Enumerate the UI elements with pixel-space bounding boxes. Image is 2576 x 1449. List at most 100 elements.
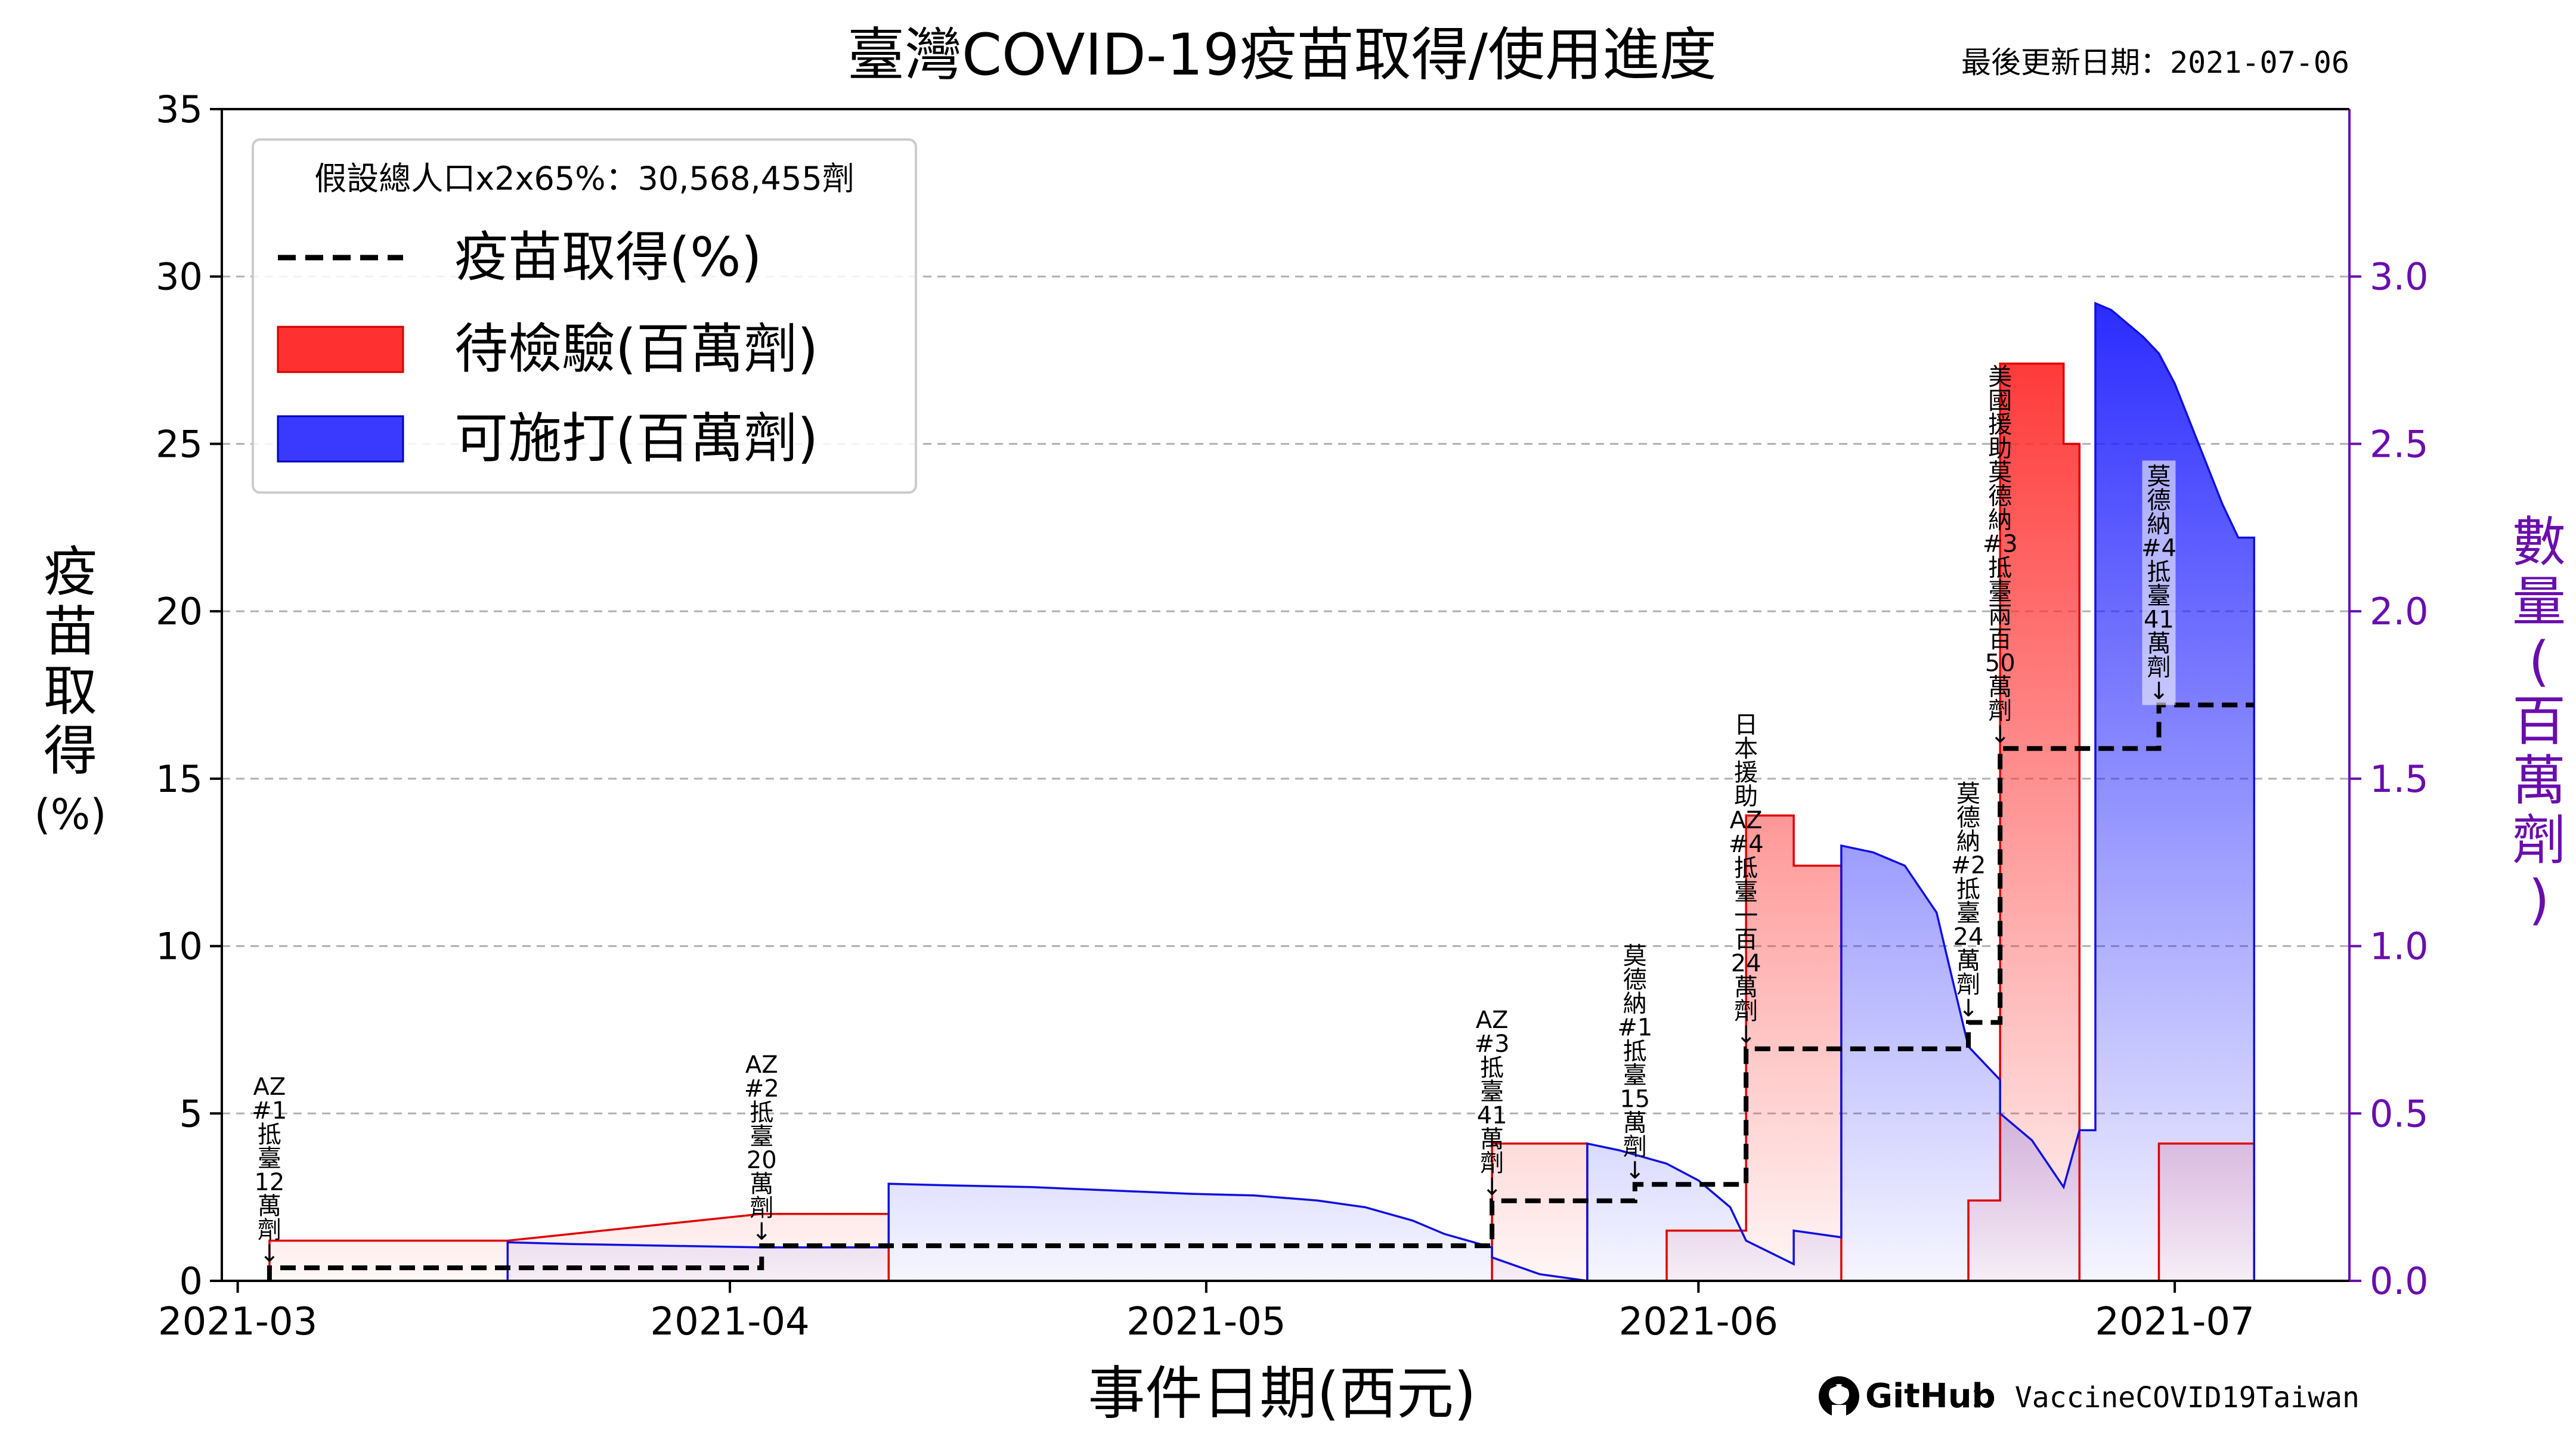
- annotation-char: 德: [1956, 804, 1980, 832]
- y-tick-label: 10: [156, 925, 203, 968]
- annotation-char: 萬: [1734, 974, 1758, 1001]
- annotation-arrow: ↓: [1482, 1174, 1502, 1201]
- annotation-char: 納: [1956, 828, 1980, 856]
- github-repo: ： VaccineCOVID19Taiwan: [1969, 1381, 2360, 1414]
- y2-label-char: 數: [2512, 511, 2566, 574]
- y-tick-label: 20: [156, 590, 203, 633]
- annotation-char: 臺: [1623, 1061, 1647, 1089]
- legend-box: [252, 138, 917, 494]
- annotation-char: 抵: [1623, 1038, 1647, 1065]
- annotation-char: 百: [1988, 626, 2012, 653]
- annotation-char: 莫: [1623, 942, 1647, 970]
- y2-tick-label: 0.0: [2370, 1259, 2429, 1303]
- annotation-arrow: ↓: [1625, 1157, 1645, 1184]
- y-tick-label: 5: [179, 1092, 203, 1135]
- legend-swatch-available: [277, 415, 404, 463]
- annotation-char: #4: [2141, 534, 2176, 562]
- annotation-char: 臺: [258, 1145, 281, 1172]
- annotation-char: 助: [1988, 435, 2012, 462]
- x-tick-label: 2021-07: [2095, 1300, 2254, 1344]
- x-tick-label: 2021-06: [1619, 1300, 1778, 1344]
- y-tick-label: 35: [156, 88, 203, 131]
- annotation-char: 劑: [1956, 971, 1980, 999]
- y2-tick-label: 0.5: [2370, 1092, 2429, 1135]
- annotation-char: 41: [1477, 1102, 1507, 1129]
- annotation-arrow: ↓: [1736, 1021, 1756, 1049]
- y-tick-label: 15: [156, 757, 203, 801]
- annotation-char: 41: [2144, 606, 2174, 633]
- annotation-char: 德: [2147, 487, 2171, 514]
- annotation-char: 萬: [750, 1171, 773, 1198]
- y2-label-char: 百: [2512, 690, 2566, 753]
- available-series-line: [506, 301, 2255, 1283]
- annotation-char: 納: [1988, 506, 2012, 534]
- annotation-char: 臺: [750, 1123, 773, 1150]
- annotation-char: 臺: [1480, 1078, 1504, 1106]
- annotation-arrow: ↓: [2149, 677, 2169, 705]
- axis-ticks: 0 5 10 15 20 25 30 35 0.0 0.5 1.0 1.5 2.0 2.5 3.0 2021-…: [156, 88, 2429, 1344]
- legend: 假設總人口x2x65%：30,568,455劑 疫苗取得(%) 待檢驗(百萬劑)…: [252, 138, 917, 494]
- annotation-char: 萬: [1956, 948, 1980, 975]
- annotation-char: 助: [1734, 783, 1758, 810]
- y2-tick-label: 1.5: [2370, 757, 2429, 801]
- y2-tick-label: 1.0: [2370, 925, 2429, 968]
- annotation-char: 抵: [2147, 558, 2171, 586]
- annotation-char: 劑: [258, 1216, 281, 1244]
- annotation-char: 劑: [1623, 1133, 1647, 1160]
- grid-lines: [222, 275, 2349, 1114]
- annotation-char: 本: [1734, 735, 1758, 763]
- y-label-char: 得: [44, 720, 97, 782]
- annotation-char: #2: [1950, 852, 1986, 880]
- annotation-char: AZ: [253, 1073, 286, 1101]
- axes: [221, 108, 2351, 1282]
- annotation-char: 百: [1734, 926, 1758, 953]
- annotation-char: 劑: [1988, 697, 2012, 724]
- x-axis-label: 事件日期(西元): [1088, 1360, 1476, 1427]
- annotation-char: #1: [1617, 1014, 1652, 1041]
- annotation-char: 50: [1985, 649, 2015, 677]
- legend-label-acquired: 疫苗取得(%): [454, 226, 762, 289]
- annotation-char: 莫: [1988, 459, 2012, 486]
- y2-label-char: 量: [2512, 571, 2566, 633]
- x-tick-label: 2021-04: [650, 1300, 809, 1344]
- y2-label-char: (: [2528, 630, 2549, 693]
- annotation-char: 劑: [1480, 1150, 1504, 1177]
- annotation-char: AZ: [1730, 807, 1763, 834]
- annotation-char: 劑: [1734, 998, 1758, 1025]
- annotation-char: 萬: [2147, 630, 2171, 657]
- annotation-char: 萬: [1988, 673, 2012, 701]
- github-footer: GitHub ： VaccineCOVID19Taiwan: [1819, 1376, 2360, 1417]
- pending-series-area: [269, 363, 2255, 1281]
- annotation-char: 德: [1623, 966, 1647, 993]
- y2-tick-label: 2.5: [2370, 422, 2429, 466]
- annotation-arrow: ↓: [752, 1218, 772, 1246]
- annotation-char: 臺: [1734, 878, 1758, 906]
- series-lines: [267, 301, 2255, 1283]
- annotation-char: 抵: [1988, 554, 2012, 581]
- annotation-backdrop: [2142, 460, 2176, 705]
- annotation-char: AZ: [745, 1051, 778, 1079]
- y-tick-label: 0: [179, 1259, 203, 1303]
- annotation-char: #4: [1729, 831, 1764, 858]
- y2-label-char: 劑: [2512, 809, 2566, 872]
- x-tick-label: 2021-05: [1126, 1300, 1286, 1344]
- annotation-char: 一: [1734, 902, 1758, 930]
- annotation-char: 援: [1988, 411, 2012, 438]
- y-tick-label: 30: [156, 255, 203, 299]
- annotation-char: 莫: [2147, 463, 2171, 490]
- update-date: 最後更新日期：2021-07-06: [1961, 45, 2349, 80]
- annotation-char: 劑: [750, 1194, 773, 1222]
- x-tick-label: 2021-03: [158, 1300, 317, 1344]
- event-annotations: AZ#1抵臺12萬劑↓AZ#2抵臺20萬劑↓AZ#3抵臺41萬劑↓莫德納#1抵臺…: [252, 363, 2176, 1268]
- annotation-arrow: ↓: [259, 1240, 280, 1268]
- annotation-char: 莫: [1956, 781, 1980, 808]
- annotation-char: 德: [1988, 482, 2012, 510]
- annotation-char: 美: [1988, 363, 2012, 391]
- pending-series-line: [268, 362, 2255, 1282]
- y-label-char: (%): [34, 790, 106, 839]
